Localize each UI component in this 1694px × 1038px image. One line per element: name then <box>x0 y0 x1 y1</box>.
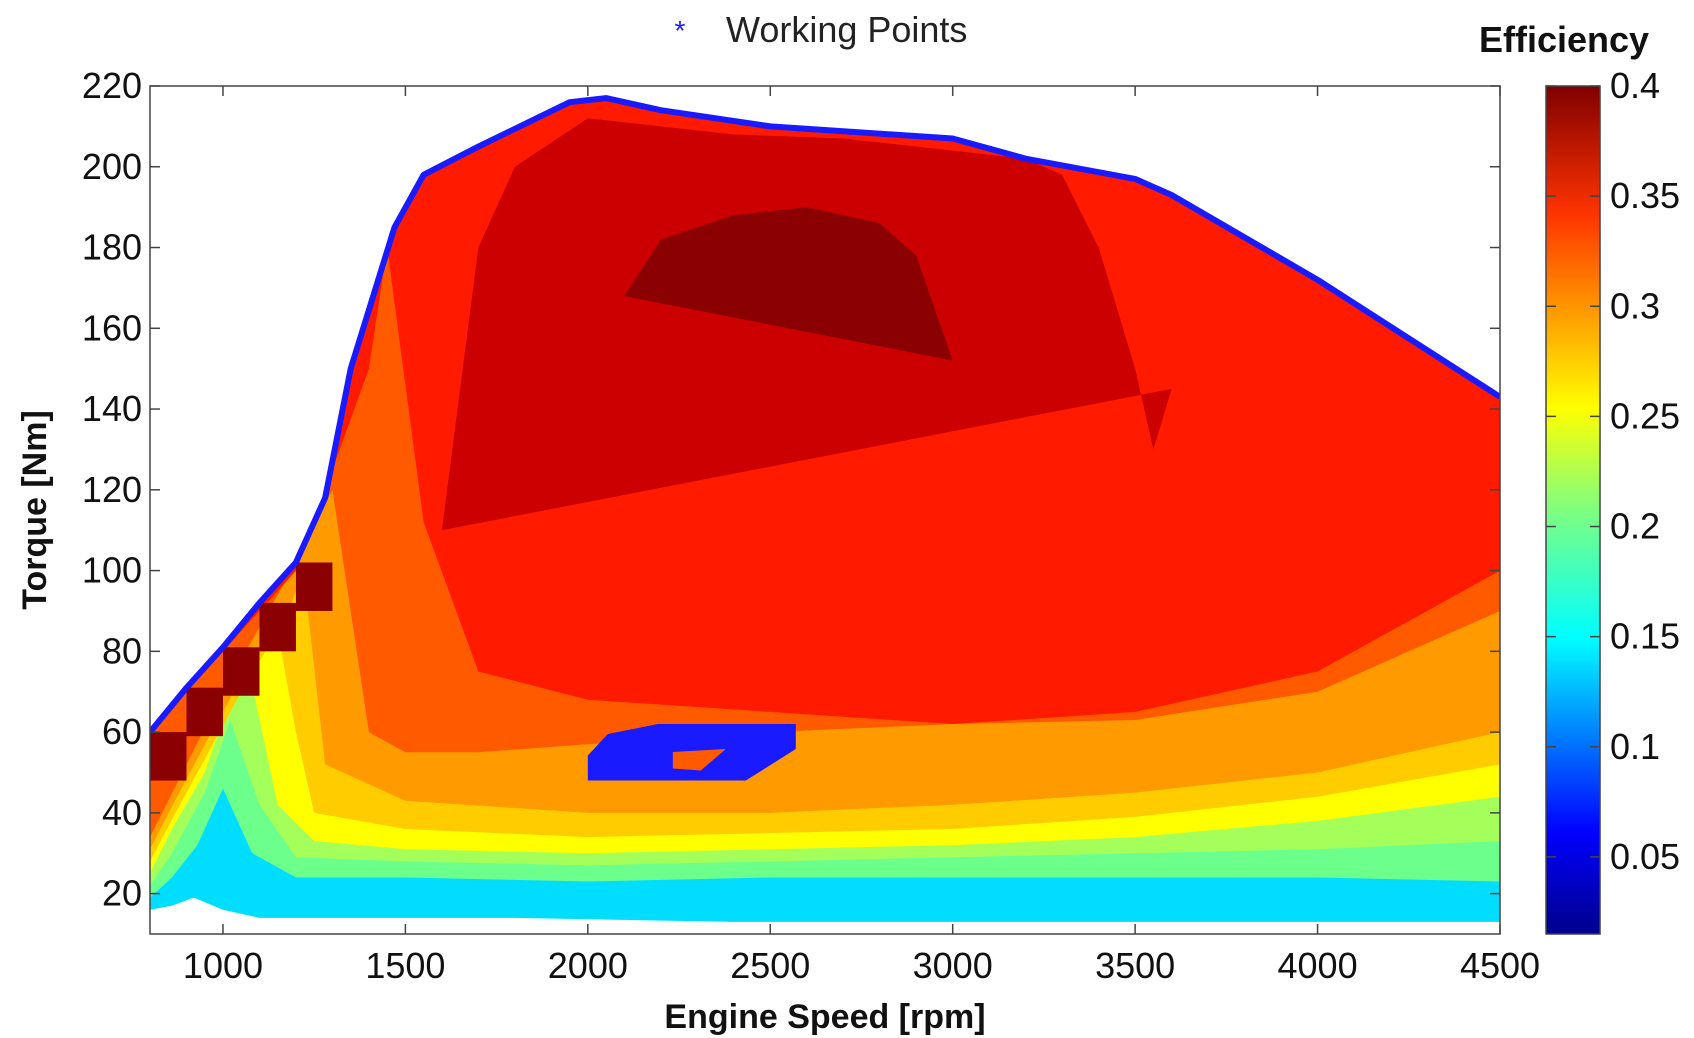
x-tick-label: 1000 <box>183 945 263 986</box>
y-tick-label: 220 <box>82 65 142 106</box>
efficiency-contours <box>150 98 1500 922</box>
x-tick-label: 2500 <box>730 945 810 986</box>
x-axis-title: Engine Speed [rpm] <box>664 998 985 1036</box>
x-tick-label: 1500 <box>365 945 445 986</box>
x-axis: 1000 1500 2000 2500 3000 3500 4000 4500 <box>183 86 1540 986</box>
legend-label: Working Points <box>726 9 967 50</box>
max-torque-curve <box>150 95 1500 735</box>
colorbar-title: Efficiency <box>1479 19 1649 60</box>
y-tick-label: 160 <box>82 307 142 348</box>
colorbar-tick-label: 0.35 <box>1610 175 1680 216</box>
y-tick-label: 60 <box>102 711 142 752</box>
plot-frame <box>149 85 1501 935</box>
working-points-gap <box>672 749 726 771</box>
x-tick-label: 2000 <box>548 945 628 986</box>
colorbar-tick-label: 0.4 <box>1610 65 1660 106</box>
y-tick-label: 180 <box>82 227 142 268</box>
boundary-step-3 <box>259 602 296 652</box>
colorbar-tick-label: 0.15 <box>1610 616 1680 657</box>
colorbar-tick-label: 0.2 <box>1610 506 1660 547</box>
boundary-step-2 <box>222 647 260 696</box>
x-tick-label: 3500 <box>1095 945 1175 986</box>
efficiency-zone-9 <box>624 207 953 361</box>
y-tick-label: 200 <box>82 146 142 187</box>
boundary-step-4 <box>295 562 333 611</box>
x-tick-label: 4500 <box>1460 945 1540 986</box>
x-tick-label: 3000 <box>913 945 993 986</box>
colorbar-tick-label: 0.05 <box>1610 836 1680 877</box>
y-tick-label: 140 <box>82 388 142 429</box>
y-tick-label: 100 <box>82 550 142 591</box>
colorbar-tick-label: 0.25 <box>1610 395 1680 436</box>
colorbar-tick-label: 0.1 <box>1610 726 1660 767</box>
colorbar-scale <box>1545 85 1601 935</box>
y-tick-label: 40 <box>102 792 142 833</box>
legend-marker-star: * <box>675 15 686 46</box>
y-axis: 20 40 60 80 100 120 140 160 180 200 220 <box>82 65 1500 914</box>
colorbar: Efficiency 0.05 0.1 0.15 0.2 0.25 0.3 0.35 0.4 <box>1479 19 1680 935</box>
boundary-step-1 <box>186 687 223 737</box>
y-axis-title: Torque [Nm] <box>16 410 54 610</box>
y-tick-label: 120 <box>82 469 142 510</box>
working-points-region <box>587 724 796 781</box>
y-tick-label: 20 <box>102 873 142 914</box>
y-tick-label: 80 <box>102 630 142 671</box>
boundary-steps <box>150 562 333 781</box>
plot-area <box>150 86 1500 934</box>
x-tick-label: 4000 <box>1278 945 1358 986</box>
boundary-step-0 <box>150 732 187 781</box>
colorbar-ticks: 0.05 0.1 0.15 0.2 0.25 0.3 0.35 0.4 <box>1546 65 1680 877</box>
colorbar-tick-label: 0.3 <box>1610 285 1660 326</box>
legend: * Working Points <box>675 9 968 50</box>
